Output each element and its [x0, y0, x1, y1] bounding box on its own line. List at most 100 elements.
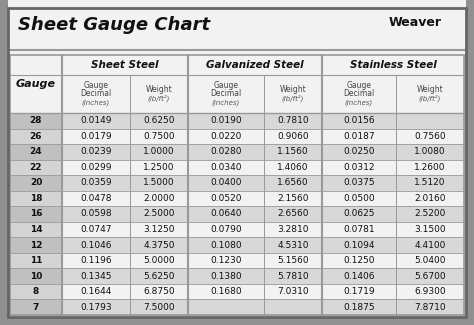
Bar	[188, 160, 322, 175]
Bar	[62, 160, 188, 175]
Text: 0.7500: 0.7500	[143, 132, 175, 141]
Bar	[10, 299, 62, 315]
Text: 0.0149: 0.0149	[80, 116, 112, 125]
Text: 0.6250: 0.6250	[143, 116, 175, 125]
Text: 3.1250: 3.1250	[143, 225, 175, 234]
Text: 0.1793: 0.1793	[80, 303, 112, 312]
Text: 0.0598: 0.0598	[80, 210, 112, 218]
Bar	[188, 175, 322, 191]
Text: 1.0080: 1.0080	[414, 147, 446, 156]
Text: 26: 26	[30, 132, 42, 141]
Text: Weight: Weight	[417, 85, 443, 94]
Bar	[62, 253, 188, 268]
Bar	[322, 284, 464, 299]
Text: 0.0156: 0.0156	[343, 116, 375, 125]
Bar	[62, 206, 188, 222]
Text: 5.6700: 5.6700	[414, 272, 446, 281]
Bar	[10, 160, 62, 175]
Bar	[188, 113, 322, 129]
Bar	[10, 144, 62, 160]
Bar	[62, 55, 188, 75]
Text: 24: 24	[30, 147, 42, 156]
Text: 0.7810: 0.7810	[277, 116, 309, 125]
Text: Stainless Steel: Stainless Steel	[350, 60, 437, 70]
Text: Decimal: Decimal	[343, 89, 374, 98]
Bar	[10, 284, 62, 299]
Text: 18: 18	[30, 194, 42, 203]
Bar	[322, 253, 464, 268]
Bar	[188, 284, 322, 299]
Text: 0.0187: 0.0187	[343, 132, 375, 141]
Bar	[62, 237, 188, 253]
Text: 1.2500: 1.2500	[143, 163, 175, 172]
Text: 0.0359: 0.0359	[80, 178, 112, 188]
Bar	[62, 191, 188, 206]
Text: 0.0190: 0.0190	[210, 116, 242, 125]
Text: 8: 8	[33, 287, 39, 296]
Bar	[188, 144, 322, 160]
Text: 0.1094: 0.1094	[343, 240, 375, 250]
Bar	[62, 284, 188, 299]
Text: Decimal: Decimal	[210, 89, 242, 98]
Text: (inches): (inches)	[82, 99, 110, 106]
Text: Galvanized Steel: Galvanized Steel	[206, 60, 304, 70]
Text: 0.0250: 0.0250	[343, 147, 375, 156]
Text: 16: 16	[30, 210, 42, 218]
Bar	[10, 55, 62, 113]
Text: 0.0220: 0.0220	[210, 132, 242, 141]
Text: 7.0310: 7.0310	[277, 287, 309, 296]
Text: 6.9300: 6.9300	[414, 287, 446, 296]
Text: (inches): (inches)	[212, 99, 240, 106]
Text: 0.1230: 0.1230	[210, 256, 242, 265]
Text: 2.1560: 2.1560	[277, 194, 309, 203]
Bar	[322, 268, 464, 284]
Text: 0.1345: 0.1345	[80, 272, 112, 281]
Bar	[62, 299, 188, 315]
Text: 0.0239: 0.0239	[80, 147, 112, 156]
Text: 4.5310: 4.5310	[277, 240, 309, 250]
Bar	[188, 237, 322, 253]
Bar	[322, 55, 464, 75]
Bar	[10, 175, 62, 191]
Text: 0.1380: 0.1380	[210, 272, 242, 281]
Bar	[62, 129, 188, 144]
Text: 0.0400: 0.0400	[210, 178, 242, 188]
Bar	[188, 191, 322, 206]
Text: 0.0478: 0.0478	[80, 194, 112, 203]
Text: 0.0179: 0.0179	[80, 132, 112, 141]
Text: 5.7810: 5.7810	[277, 272, 309, 281]
Text: 10: 10	[30, 272, 42, 281]
Text: 1.6560: 1.6560	[277, 178, 309, 188]
Bar	[322, 222, 464, 237]
Bar	[8, 55, 466, 315]
Bar	[322, 191, 464, 206]
Text: 0.1406: 0.1406	[343, 272, 375, 281]
Bar	[188, 55, 322, 75]
Text: (lb/ft²): (lb/ft²)	[282, 95, 304, 102]
Text: 2.0000: 2.0000	[143, 194, 175, 203]
Text: 2.0160: 2.0160	[414, 194, 446, 203]
Text: 0.1196: 0.1196	[80, 256, 112, 265]
Text: 7.5000: 7.5000	[143, 303, 175, 312]
Text: Decimal: Decimal	[81, 89, 111, 98]
Text: 0.1875: 0.1875	[343, 303, 375, 312]
Text: 0.0747: 0.0747	[80, 225, 112, 234]
Text: 5.0000: 5.0000	[143, 256, 175, 265]
Text: 1.0000: 1.0000	[143, 147, 175, 156]
Text: 0.0340: 0.0340	[210, 163, 242, 172]
Bar	[322, 113, 464, 129]
Bar	[322, 160, 464, 175]
Text: Weight: Weight	[146, 85, 173, 94]
Bar	[10, 113, 62, 129]
Bar	[322, 144, 464, 160]
Text: 28: 28	[30, 116, 42, 125]
Text: Weaver: Weaver	[389, 17, 441, 30]
Text: 4.4100: 4.4100	[414, 240, 446, 250]
Text: 7: 7	[33, 303, 39, 312]
Text: 22: 22	[30, 163, 42, 172]
Text: 1.4060: 1.4060	[277, 163, 309, 172]
Text: 1.1560: 1.1560	[277, 147, 309, 156]
Bar	[322, 299, 464, 315]
Bar	[62, 144, 188, 160]
Text: 0.0520: 0.0520	[210, 194, 242, 203]
